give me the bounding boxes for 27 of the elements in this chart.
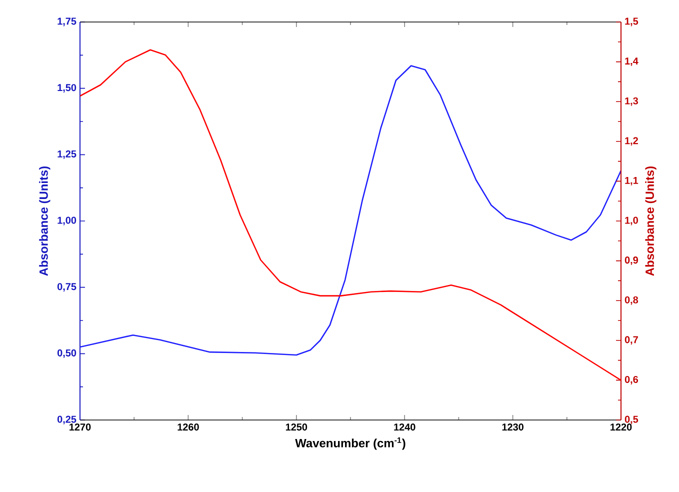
y2-tick-label: 0,7 (624, 336, 638, 345)
y2-tick-label: 0,9 (624, 256, 638, 266)
x-tick-label: 1260 (178, 424, 199, 431)
y2-axis-title: Absorbance (Units) (645, 166, 656, 276)
y-tick-label: 1,00 (58, 216, 76, 226)
y2-tick-label: 1,1 (625, 176, 638, 186)
y-tick-label: 1,50 (58, 84, 76, 93)
y2-tick-label: 1,4 (625, 58, 638, 66)
y2-tick-label: 1,0 (625, 216, 638, 226)
x-tick-label: 1270 (70, 424, 91, 431)
x-tick-label: 1240 (394, 424, 416, 431)
y2-tick-label: 1,3 (625, 97, 638, 106)
x-axis-title: Wavenumber (cm$^{-1}$) (295, 437, 406, 450)
x-tick-label: 1250 (286, 424, 308, 431)
y-tick-label: 0,50 (57, 349, 76, 358)
y2-tick-label: 0,5 (624, 416, 638, 424)
y-axis-title: Absorbance (Units) (39, 166, 50, 276)
y-tick-label: 0,25 (57, 416, 76, 424)
y2-tick-label: 0,8 (624, 296, 638, 305)
y-tick-label: 1,75 (58, 18, 76, 26)
y2-tick-label: 0,6 (624, 376, 638, 384)
y2-tick-label: 1,5 (625, 18, 638, 26)
x-tick-label: 1230 (502, 424, 524, 431)
y-tick-label: 1,25 (58, 150, 76, 159)
y-tick-label: 0,75 (57, 283, 76, 292)
y2-tick-label: 1,2 (625, 137, 638, 146)
x-tick-label: 1220 (610, 424, 632, 431)
